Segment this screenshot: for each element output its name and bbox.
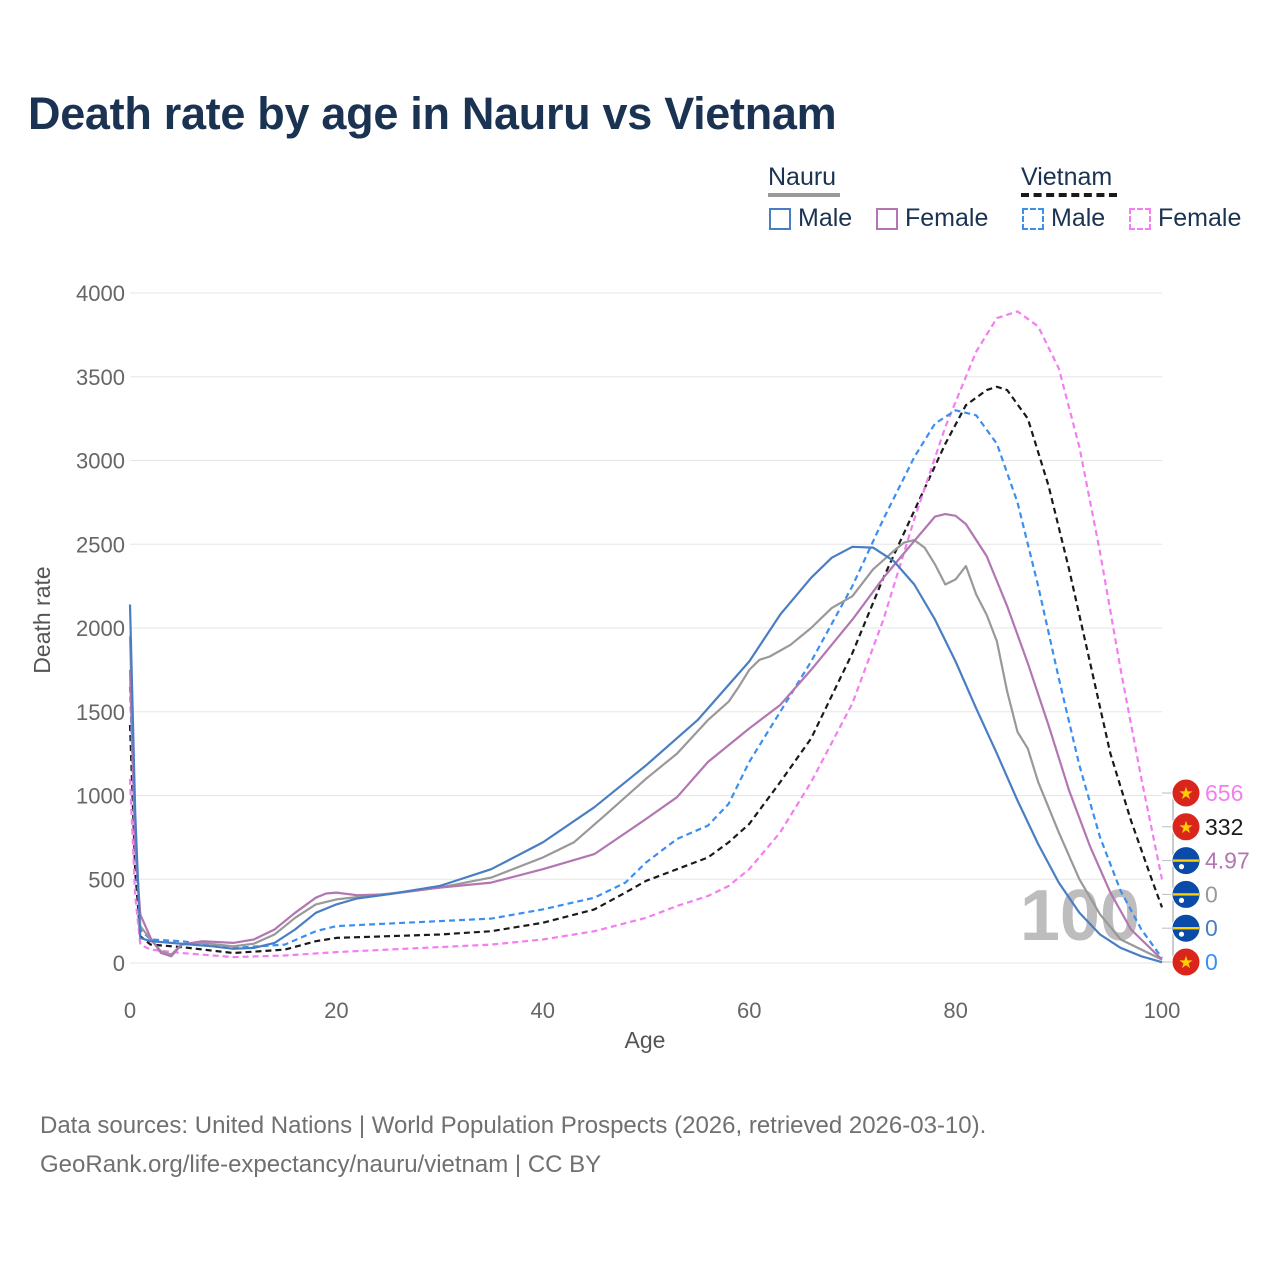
y-tick-label: 2500 [76,532,125,557]
series-line-nauru-total[interactable] [128,538,1163,961]
age-watermark: 100 [1020,876,1140,956]
nauru-flag-icon [1171,879,1201,909]
vietnam-flag-icon: ★ [1171,947,1201,977]
x-tick-label: 100 [1144,998,1181,1023]
series-line-vietnam-total[interactable] [128,385,1164,955]
y-tick-label: 1500 [76,700,125,725]
end-label-value: 0 [1205,949,1218,975]
x-tick-label: 80 [943,998,967,1023]
x-axis-ticks: 0 20 40 60 80 100 [124,998,1180,1023]
svg-text:★: ★ [1178,784,1193,804]
x-tick-label: 40 [531,998,555,1023]
footer-link[interactable]: GeoRank.org/life-expectancy/nauru/vietna… [40,1151,602,1178]
end-label-value: 0 [1205,915,1218,941]
series-line-vietnam-male[interactable] [128,409,1163,959]
y-axis-ticks: 0 500 1000 1500 2000 2500 3000 3500 4000 [76,281,125,976]
y-tick-label: 4000 [76,281,125,306]
y-tick-label: 1000 [76,784,125,809]
x-tick-label: 0 [124,998,136,1023]
y-tick-label: 3500 [76,365,125,390]
svg-text:★: ★ [1178,818,1193,838]
end-label-value: 656 [1205,780,1243,806]
nauru-flag-icon [1171,846,1201,876]
footer: Data sources: United Nations | World Pop… [40,1106,986,1184]
grid [130,292,1162,964]
x-axis-label: Age [625,1027,666,1053]
x-tick-label: 60 [737,998,761,1023]
end-label-value: 332 [1205,814,1243,840]
end-label-value: 0 [1205,881,1218,907]
series-lines [128,310,1164,964]
footer-sources: Data sources: United Nations | World Pop… [40,1112,987,1139]
y-tick-label: 2000 [76,616,125,641]
end-labels: ★ 656 ★ 332 4.97 0 0 ★ 0 [1162,778,1250,977]
nauru-flag-icon [1171,913,1201,943]
vietnam-flag-icon: ★ [1171,812,1201,842]
vietnam-flag-icon: ★ [1171,778,1201,808]
series-line-nauru-female[interactable] [128,512,1163,961]
y-tick-label: 500 [88,867,125,892]
svg-text:★: ★ [1178,953,1193,973]
y-tick-label: 3000 [76,449,125,474]
end-label-value: 4.97 [1205,848,1250,874]
series-line-nauru-male[interactable] [128,545,1163,964]
y-axis-label: Death rate [29,566,55,673]
x-tick-label: 20 [324,998,348,1023]
series-line-vietnam-female[interactable] [128,310,1164,959]
y-tick-label: 0 [113,951,125,976]
chart-title: Death rate by age in Nauru vs Vietnam [28,88,837,139]
